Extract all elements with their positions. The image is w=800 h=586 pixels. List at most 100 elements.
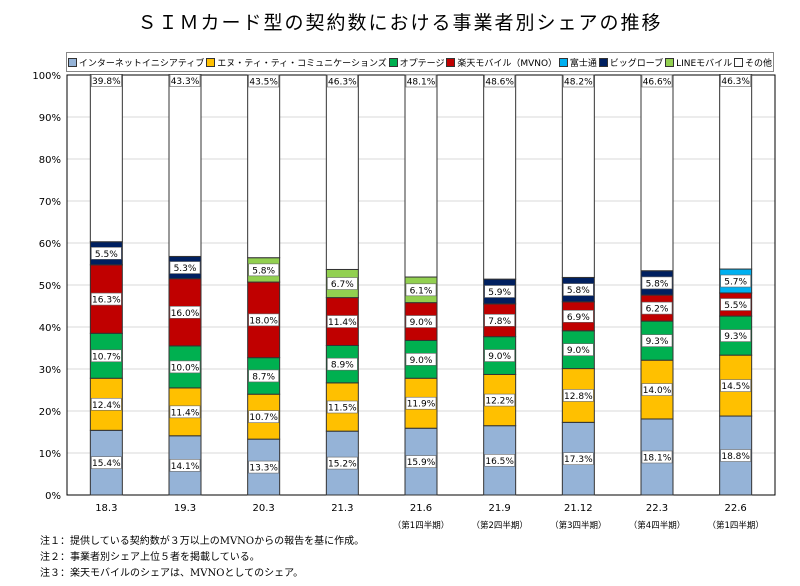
data-label: 5.8% <box>646 279 669 289</box>
data-label: 16.3% <box>92 296 121 306</box>
data-label: 16.5% <box>485 457 514 467</box>
legend-item: ビッグローブ <box>598 56 663 69</box>
data-label-box <box>720 274 751 288</box>
x-tick-label: 18.3 <box>95 503 117 514</box>
data-label-box <box>405 396 437 410</box>
data-label: 11.4% <box>328 318 357 328</box>
data-label-box <box>327 315 358 328</box>
data-label: 12.8% <box>564 392 593 402</box>
data-label-box <box>91 349 122 363</box>
bar-segment <box>168 74 202 257</box>
data-label: 13.3% <box>249 464 278 474</box>
data-label-box <box>484 74 515 88</box>
data-label-box <box>405 283 437 297</box>
data-label: 5.3% <box>174 264 197 274</box>
data-label: 6.7% <box>331 280 354 290</box>
legend-swatch <box>446 57 456 67</box>
data-label-box <box>169 360 201 374</box>
x-tick-label: 22.3 <box>646 503 668 514</box>
data-label: 8.9% <box>331 361 354 371</box>
data-label: 7.8% <box>488 317 511 327</box>
x-tick-label: 19.3 <box>174 503 196 514</box>
data-label: 15.9% <box>407 458 436 468</box>
data-label-box <box>563 452 594 465</box>
data-label: 5.9% <box>488 288 511 298</box>
y-tick-label: 50% <box>39 281 61 292</box>
bar-segment <box>89 74 123 243</box>
data-label: 18.0% <box>249 316 278 326</box>
data-label: 43.5% <box>249 78 278 88</box>
data-label-box <box>91 74 122 87</box>
data-label: 46.6% <box>643 78 672 88</box>
bar-segment <box>719 74 753 270</box>
x-sub-label: （第1四半期） <box>393 520 449 531</box>
data-label-box <box>91 397 122 411</box>
y-tick-label: 40% <box>39 323 61 334</box>
x-sub-label: （第3四半期） <box>550 520 606 531</box>
data-label: 9.0% <box>410 356 433 366</box>
data-label-box <box>641 301 673 315</box>
data-label-box <box>484 454 515 467</box>
data-label: 12.4% <box>92 401 121 411</box>
data-label-box <box>169 459 201 472</box>
x-sub-label: （第1四半期） <box>707 520 763 531</box>
data-label-box <box>641 74 673 88</box>
legend-swatch <box>67 57 77 67</box>
data-label: 14.1% <box>171 462 200 472</box>
data-label-box <box>248 313 279 327</box>
legend-label: エヌ・ティ・ティ・コミュニケーションズ <box>217 58 387 69</box>
bar-segment <box>404 74 438 278</box>
data-label: 15.2% <box>328 460 357 470</box>
legend-swatch <box>598 57 608 67</box>
data-label-box <box>720 74 751 87</box>
data-label: 11.9% <box>407 400 436 410</box>
data-label: 9.0% <box>488 352 511 362</box>
data-label-box <box>484 349 515 362</box>
y-tick-label: 90% <box>39 113 61 124</box>
data-label-box <box>248 74 279 88</box>
legend-item: 富士通 <box>558 56 597 69</box>
data-label: 17.3% <box>564 455 593 465</box>
y-tick-label: 60% <box>39 239 61 250</box>
legend-swatch <box>388 57 398 67</box>
data-label: 6.1% <box>410 286 433 296</box>
bar-segment <box>483 74 517 280</box>
note-2: 注２：事業者別シェア上位５者を掲載している。 <box>40 552 260 563</box>
data-label: 15.4% <box>92 459 121 469</box>
data-label: 48.1% <box>407 78 436 88</box>
legend-label: インターネットイニシアティブ <box>78 58 205 69</box>
data-label: 9.0% <box>410 318 433 328</box>
data-label: 48.6% <box>485 78 514 88</box>
data-label-box <box>720 449 751 462</box>
legend-swatch <box>558 57 568 67</box>
data-label-box <box>563 309 594 323</box>
data-label-box <box>169 405 201 419</box>
legend: インターネットイニシアティブ エヌ・ティ・ティ・コミュニケーションズ オプテージ… <box>66 52 774 72</box>
data-label: 18.1% <box>643 453 672 463</box>
y-tick-label: 80% <box>39 155 61 166</box>
data-label-box <box>169 305 201 319</box>
x-tick-label: 21.6 <box>410 503 432 514</box>
data-label: 46.3% <box>721 77 750 87</box>
data-label-box <box>641 334 673 347</box>
data-label-box <box>720 379 751 392</box>
data-label-box <box>91 456 122 469</box>
data-label: 39.8% <box>92 77 121 87</box>
data-label-box <box>563 343 594 356</box>
bar-segment <box>561 74 595 278</box>
legend-item: LINEモバイル <box>665 56 732 69</box>
y-tick-label: 20% <box>39 407 61 418</box>
data-label-box <box>248 263 279 277</box>
data-label: 6.2% <box>646 305 669 315</box>
data-label-box <box>327 277 358 290</box>
data-label-box <box>405 455 437 468</box>
bar-segment <box>325 74 359 270</box>
data-label-box <box>248 410 279 423</box>
data-label-box <box>91 246 122 260</box>
legend-label: 富士通 <box>569 58 597 69</box>
data-label-box <box>720 329 751 342</box>
data-label-box <box>169 261 201 274</box>
data-label: 5.5% <box>95 250 118 260</box>
data-label: 9.3% <box>646 337 669 347</box>
